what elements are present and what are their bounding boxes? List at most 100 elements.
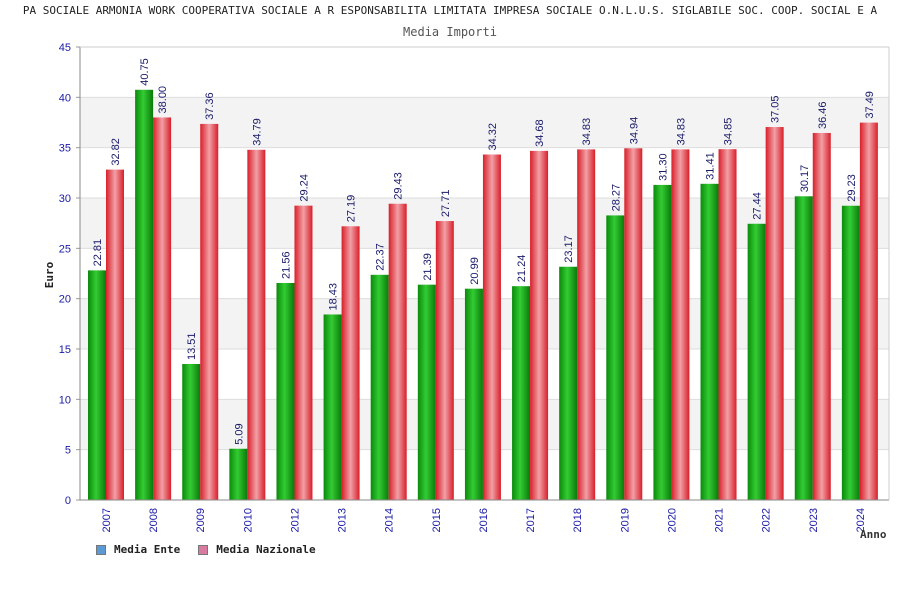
data-label-media-ente: 21.39 (422, 253, 434, 281)
data-label-media-ente: 30.17 (799, 165, 811, 193)
data-label-media-nazionale: 34.79 (251, 118, 263, 146)
bar-media-nazionale (859, 122, 878, 500)
x-tick-label: 2019 (619, 508, 631, 532)
bar-media-nazionale (294, 205, 313, 500)
data-label-media-ente: 23.17 (563, 235, 575, 263)
y-axis-ticks: 0 5 10 15 20 25 30 35 40 45 (59, 42, 80, 507)
y-tick-label: 35 (59, 143, 71, 155)
data-label-media-ente: 22.37 (375, 243, 387, 271)
bars (88, 89, 878, 501)
bar-media-ente (606, 215, 625, 500)
legend-label-ente: Media Ente (114, 543, 181, 556)
bar-media-ente (464, 288, 483, 500)
data-label-media-nazionale: 36.46 (817, 101, 829, 129)
data-label-media-ente: 18.43 (328, 283, 340, 311)
grid-band (80, 47, 889, 98)
y-tick-label: 10 (59, 394, 71, 406)
bar-media-ente (653, 184, 672, 500)
y-tick-label: 30 (59, 193, 71, 205)
legend-item-ente: Media Ente (96, 543, 180, 556)
data-label-media-nazionale: 32.82 (110, 138, 122, 166)
data-label-media-ente: 5.09 (233, 423, 245, 444)
bar-media-ente (417, 284, 436, 500)
y-tick-label: 5 (65, 445, 71, 457)
bar-media-ente (135, 89, 154, 501)
data-label-media-nazionale: 34.94 (628, 117, 640, 145)
x-tick-label: 2013 (337, 508, 349, 532)
bar-media-nazionale (718, 149, 737, 500)
x-axis-label: Anno (860, 528, 887, 541)
bar-media-nazionale (435, 221, 454, 500)
x-tick-label: 2014 (384, 508, 396, 532)
data-label-media-ente: 31.41 (705, 152, 717, 180)
bar-media-nazionale (106, 169, 124, 500)
bar-media-ente (700, 183, 719, 500)
x-tick-label: 2020 (666, 508, 678, 532)
y-tick-label: 45 (59, 42, 71, 54)
bar-media-nazionale (388, 203, 407, 500)
legend-label-nazionale: Media Nazionale (216, 543, 316, 556)
legend-swatch-ente (96, 544, 106, 555)
legend-swatch-nazionale (198, 544, 209, 555)
bar-media-nazionale (482, 154, 501, 500)
data-label-media-nazionale: 34.83 (581, 118, 593, 146)
data-label-media-nazionale: 29.24 (298, 174, 310, 202)
y-tick-label: 20 (59, 294, 71, 306)
bar-media-nazionale (530, 150, 549, 500)
x-tick-label: 2017 (525, 508, 537, 532)
data-label-media-nazionale: 37.49 (864, 91, 876, 119)
bar-media-ente (182, 363, 201, 500)
x-tick-label: 2023 (808, 508, 820, 532)
data-label-media-ente: 40.75 (139, 58, 151, 86)
bar-media-ente (794, 196, 813, 500)
bar-labels: 22.81 32.82 40.75 38.00 13.51 37.36 5.09 34.79 2… (92, 58, 876, 445)
bar-media-nazionale (577, 149, 596, 501)
data-label-media-nazionale: 27.19 (346, 195, 358, 223)
bar-media-nazionale (765, 127, 784, 500)
bar-media-ente (276, 282, 295, 500)
axes (79, 46, 890, 501)
data-label-media-ente: 22.81 (92, 239, 104, 267)
x-tick-label: 2018 (572, 508, 584, 532)
legend: Media Ente Media Nazionale (96, 543, 316, 556)
data-label-media-nazionale: 38.00 (157, 86, 169, 114)
x-tick-label: 2008 (148, 508, 160, 532)
bar-media-ente (88, 270, 106, 500)
x-tick-label: 2022 (761, 508, 773, 532)
x-tick-label: 2021 (714, 508, 726, 532)
bar-media-nazionale (671, 149, 690, 501)
legend-item-nazionale: Media Nazionale (198, 543, 316, 556)
data-label-media-ente: 27.44 (752, 192, 764, 220)
data-label-media-nazionale: 34.68 (534, 119, 546, 147)
bar-media-ente (747, 223, 766, 500)
data-label-media-ente: 20.99 (469, 257, 481, 285)
bar-media-nazionale (200, 123, 219, 500)
y-tick-label: 25 (59, 243, 71, 255)
bar-media-ente (323, 314, 342, 500)
y-tick-label: 15 (59, 344, 71, 356)
x-tick-label: 2012 (289, 508, 301, 532)
data-label-media-ente: 21.24 (516, 255, 528, 283)
data-label-media-nazionale: 34.85 (723, 118, 735, 146)
data-label-media-ente: 29.23 (846, 174, 858, 202)
x-tick-label: 2016 (478, 508, 490, 532)
data-label-media-ente: 13.51 (186, 332, 198, 360)
x-tick-label: 2010 (242, 508, 254, 532)
y-tick-label: 0 (65, 495, 71, 507)
x-axis-ticks: 2007 2008 2009 2010 2012 2013 2014 2015 2016 2017… (101, 508, 867, 532)
bar-media-nazionale (624, 148, 643, 500)
chart-title: PA SOCIALE ARMONIA WORK COOPERATIVA SOCI… (22, 4, 878, 17)
data-label-media-ente: 31.30 (657, 153, 669, 181)
data-label-media-nazionale: 34.32 (487, 123, 499, 151)
data-label-media-nazionale: 37.05 (770, 95, 782, 123)
bar-media-ente (512, 286, 531, 500)
bar-media-ente (559, 266, 578, 500)
bar-media-nazionale (341, 226, 360, 500)
y-axis-label: Euro (43, 261, 56, 288)
data-label-media-ente: 28.27 (610, 184, 622, 212)
bar-media-ente (370, 274, 389, 500)
bar-media-ente (841, 205, 860, 500)
data-label-media-nazionale: 29.43 (393, 172, 405, 200)
